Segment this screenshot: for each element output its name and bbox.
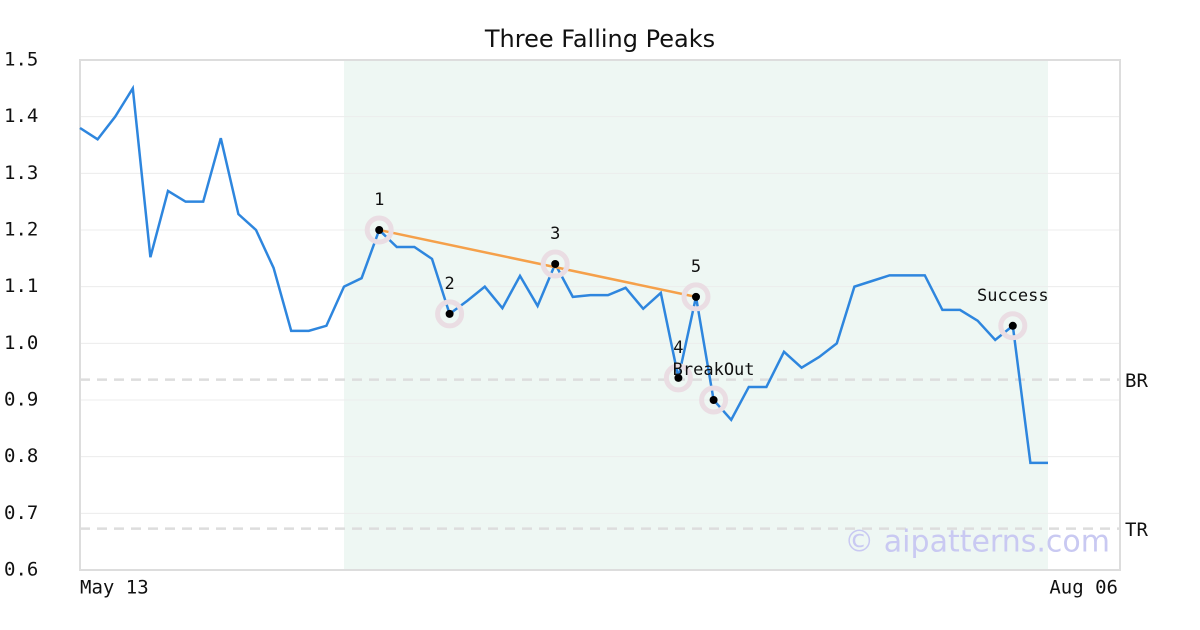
y-tick-label: 1.5	[4, 49, 38, 71]
y-tick-label: 0.9	[4, 389, 38, 411]
trend-line	[378, 228, 697, 299]
y-tick-label: 1.2	[4, 219, 38, 241]
price-line	[79, 84, 1048, 465]
point-label: 4	[673, 338, 683, 358]
y-tick-label: 1.3	[4, 162, 38, 184]
y-tick-label: 0.7	[4, 502, 38, 524]
chart-title: Three Falling Peaks	[484, 25, 715, 53]
point-label: 1	[374, 190, 384, 210]
pattern-point-halo	[540, 249, 570, 279]
y-tick-label: 1.1	[4, 275, 38, 297]
y-tick-label: 1.4	[4, 105, 38, 127]
pattern-point-halo	[681, 282, 711, 312]
level-label: BR	[1125, 370, 1148, 392]
point-label: 2	[444, 274, 454, 294]
point-label: Success	[977, 286, 1049, 306]
pattern-point	[445, 309, 454, 318]
pattern-point-halo	[663, 363, 693, 393]
pattern-point	[1008, 321, 1017, 330]
pattern-point-halo	[998, 311, 1028, 341]
y-tick-label: 1.0	[4, 332, 38, 354]
point-label: BreakOut	[673, 360, 755, 380]
point-label: 5	[691, 257, 701, 277]
x-tick-label: May 13	[80, 577, 149, 599]
pattern-point-halo	[435, 299, 465, 329]
pattern-point	[709, 396, 718, 404]
pattern-point-halo	[364, 215, 394, 245]
pattern-point-halo	[699, 385, 729, 415]
x-tick-label: Aug 06	[1049, 577, 1118, 599]
pattern-point	[375, 226, 384, 234]
pattern-point	[692, 292, 700, 301]
watermark: © aipatterns.com	[844, 525, 1110, 560]
y-tick-label: 0.8	[4, 445, 38, 467]
pattern-point	[674, 373, 683, 382]
point-label: 3	[550, 224, 560, 244]
pattern-point	[551, 260, 560, 268]
plot-border	[79, 59, 1121, 571]
level-label: TR	[1125, 519, 1148, 541]
y-tick-label: 0.6	[4, 559, 38, 581]
